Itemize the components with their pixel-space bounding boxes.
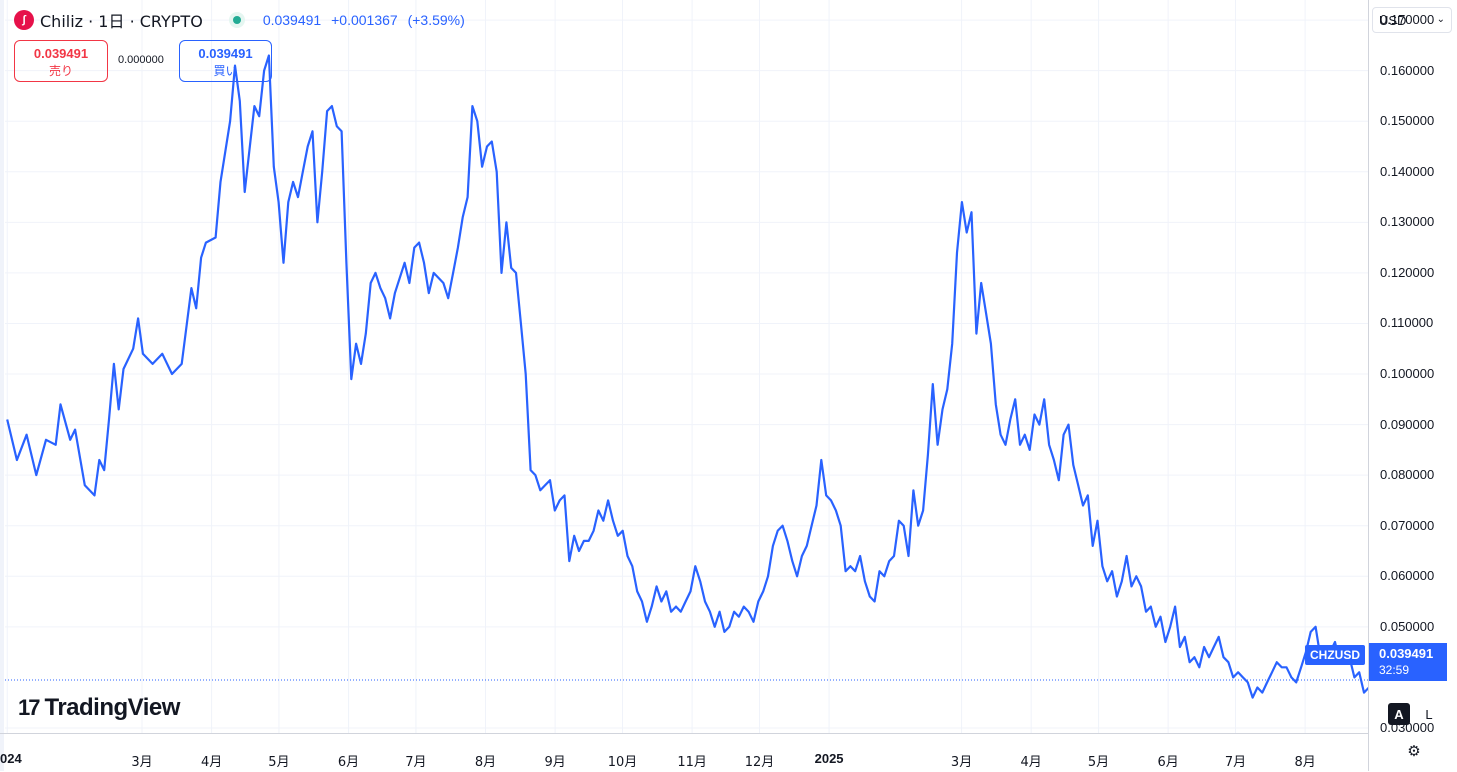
- price-change-percent: (+3.59%): [407, 12, 465, 28]
- y-tick-label: 0.060000: [1380, 568, 1435, 584]
- tradingview-wordmark: TradingView: [44, 694, 180, 721]
- currency-value: USD: [1379, 13, 1407, 28]
- x-tick-label: 6月: [1157, 755, 1179, 770]
- buy-label: 買い: [213, 64, 238, 78]
- x-tick-label: 7月: [405, 755, 427, 770]
- y-tick-label: 0.130000: [1380, 214, 1435, 230]
- x-tick-label: 4月: [200, 755, 223, 770]
- sell-button[interactable]: 0.039491 売り: [14, 40, 108, 82]
- price-axis-separator: [1368, 0, 1369, 771]
- bar-countdown: 32:59: [1379, 663, 1410, 677]
- log-scale-button[interactable]: L: [1425, 706, 1433, 722]
- chevron-down-icon: ⌄: [1436, 14, 1445, 25]
- tradingview-logo-icon: 17: [18, 695, 41, 720]
- spread-value: 0.000000: [118, 54, 164, 66]
- gear-icon[interactable]: ⚙: [1407, 743, 1421, 760]
- price-chart[interactable]: [0, 0, 1368, 733]
- x-tick-label: 5月: [1087, 755, 1110, 770]
- auto-scale-button[interactable]: A: [1388, 703, 1410, 725]
- y-tick-label: 0.150000: [1380, 113, 1435, 129]
- chiliz-logo-icon: ∫: [14, 10, 34, 30]
- sell-label: 売り: [48, 64, 73, 78]
- left-edge: [0, 0, 4, 771]
- x-tick-label: 2024: [0, 751, 22, 766]
- y-tick-label: 0.110000: [1380, 315, 1434, 331]
- symbol-title[interactable]: Chiliz · 1日 · CRYPTO: [40, 12, 203, 31]
- x-tick-label: 9月: [544, 755, 566, 770]
- y-tick-label: 0.050000: [1380, 618, 1435, 634]
- x-tick-label: 10月: [607, 755, 638, 770]
- x-tick-label: 5月: [268, 755, 290, 770]
- y-tick-label: 0.120000: [1380, 264, 1435, 280]
- buy-price: 0.039491: [198, 46, 253, 61]
- y-tick-label: 0.090000: [1380, 416, 1435, 432]
- price-change: +0.001367: [331, 12, 398, 28]
- x-tick-label: 2025: [814, 751, 844, 766]
- x-tick-label: 6月: [337, 755, 360, 770]
- y-tick-label: 0.160000: [1380, 62, 1435, 78]
- x-tick-label: 8月: [474, 755, 497, 770]
- market-status-icon[interactable]: [228, 12, 245, 28]
- symbol-price-tag: CHZUSD: [1305, 645, 1365, 665]
- series-line-chzusd: [6, 54, 1368, 699]
- y-tick-label: 0.140000: [1380, 163, 1435, 179]
- y-tick-label: 0.070000: [1380, 517, 1435, 533]
- x-tick-label: 3月: [950, 755, 973, 770]
- tradingview-logo[interactable]: 17 TradingView: [18, 694, 180, 722]
- last-price-value: 0.039491: [1379, 646, 1434, 661]
- x-tick-label: 8月: [1294, 755, 1316, 770]
- buy-button[interactable]: 0.039491 買い: [179, 40, 272, 82]
- currency-select[interactable]: USD ⌄: [1372, 7, 1452, 33]
- quote-info: 0.039491 +0.001367 (+3.59%): [263, 12, 471, 28]
- last-price-tag: 0.039491 32:59: [1369, 643, 1447, 681]
- symbol-header: ∫ Chiliz · 1日 · CRYPTO 0.039491 +0.00136…: [14, 8, 471, 32]
- x-tick-label: 12月: [744, 755, 775, 770]
- y-tick-label: 0.080000: [1380, 467, 1435, 483]
- x-tick-label: 7月: [1224, 755, 1247, 770]
- last-price: 0.039491: [262, 12, 322, 28]
- x-tick-label: 3月: [131, 755, 153, 770]
- time-axis[interactable]: [0, 733, 1368, 772]
- y-tick-label: 0.170000: [1380, 12, 1435, 28]
- sell-price: 0.039491: [33, 46, 89, 61]
- y-tick-label: 0.100000: [1380, 366, 1435, 382]
- x-tick-label: 4月: [1020, 755, 1042, 770]
- x-tick-label: 11月: [677, 755, 707, 770]
